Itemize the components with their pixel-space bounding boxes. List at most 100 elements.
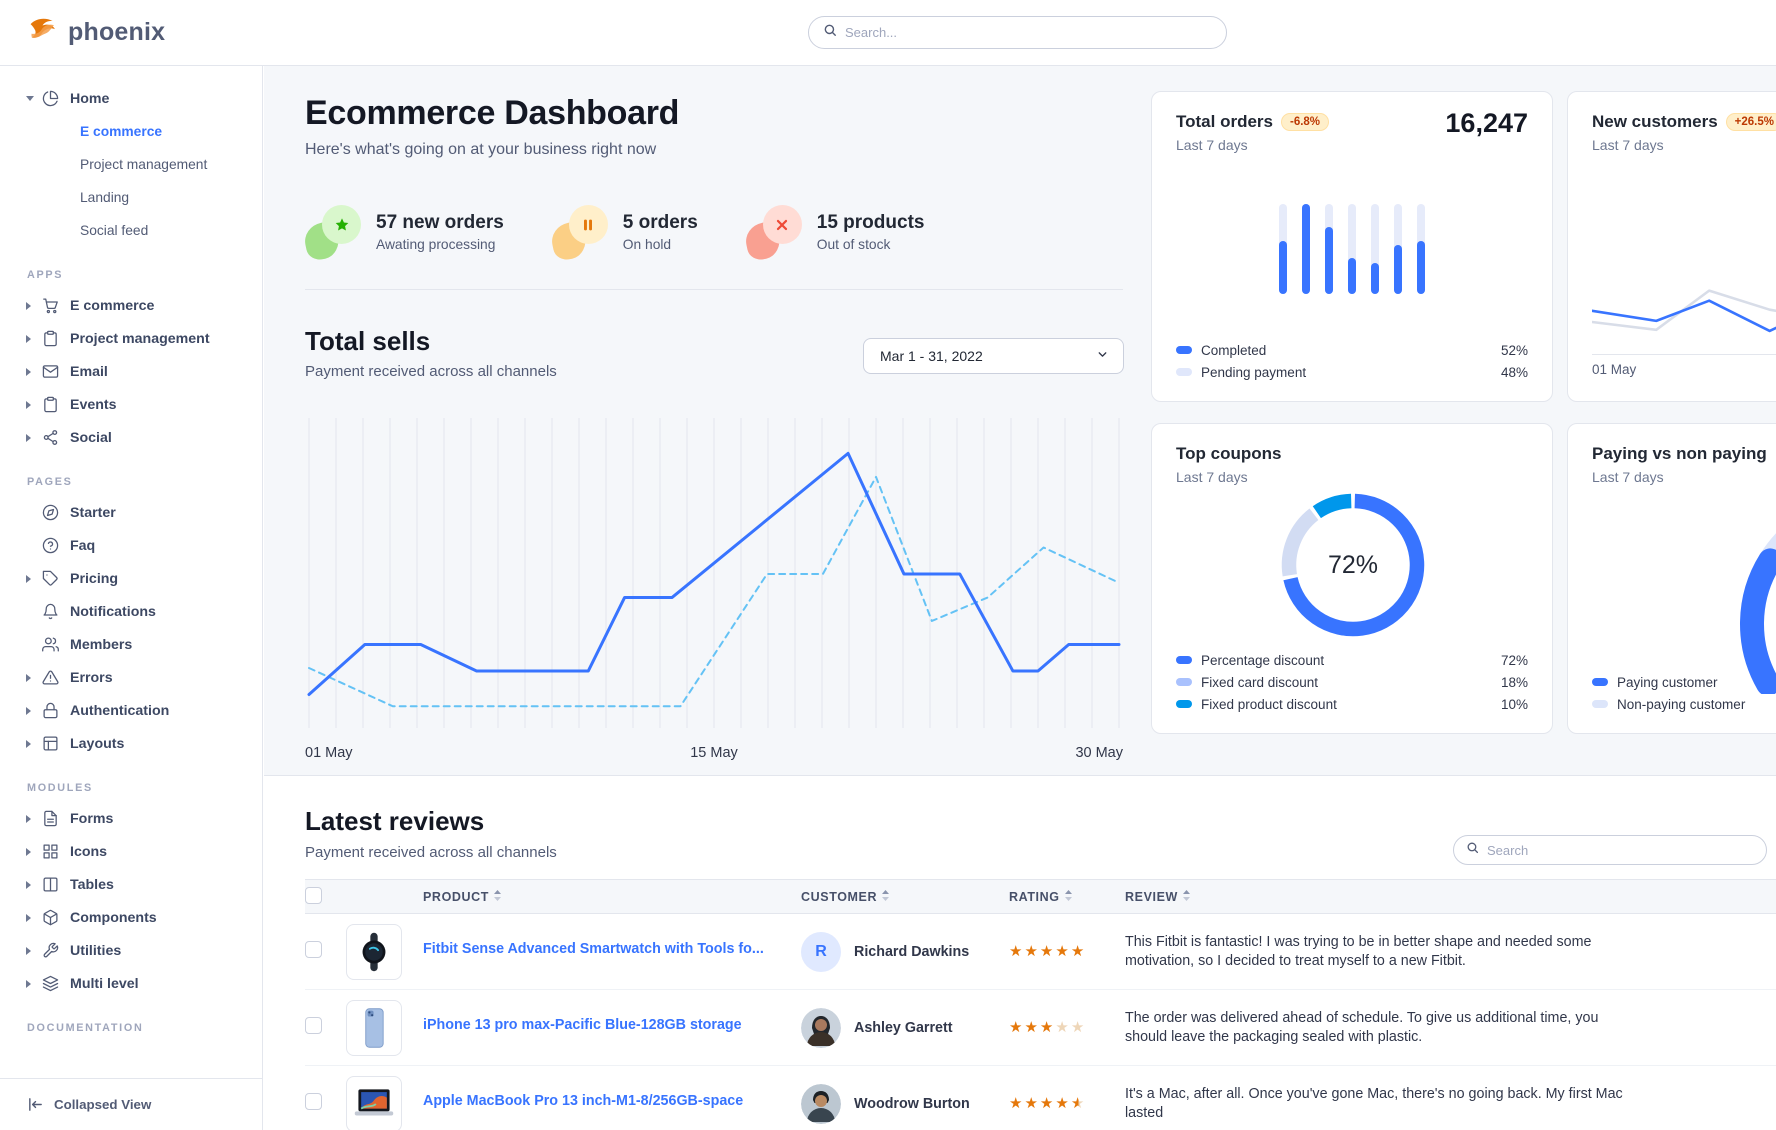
bar-track: [1302, 204, 1310, 294]
sidebar-item-e-commerce[interactable]: E commerce: [0, 289, 262, 322]
product-thumbnail[interactable]: [346, 1075, 402, 1130]
global-search[interactable]: [808, 16, 1227, 49]
sidebar-section-label: APPS: [27, 269, 64, 281]
sidebar-item-faq[interactable]: Faq: [0, 529, 262, 562]
reviews-search[interactable]: [1453, 835, 1767, 865]
sidebar-item-project-management[interactable]: Project management: [0, 322, 262, 355]
sidebar-item-notifications[interactable]: Notifications: [0, 595, 262, 628]
column-header-review[interactable]: REVIEW: [1125, 879, 1685, 914]
legend-item: Fixed product discount 10%: [1176, 693, 1528, 715]
date-range-select[interactable]: Mar 1 - 31, 2022: [863, 338, 1124, 374]
column-header-rating[interactable]: RATING: [1009, 879, 1125, 914]
new-customers-card: New customers +26.5% Last 7 days 01 May: [1567, 91, 1776, 402]
paying-legend: Paying customer Non-paying customer: [1592, 671, 1776, 715]
sidebar-item-utilities[interactable]: Utilities: [0, 934, 262, 967]
stat-out-of-stock: 15 products Out of stock: [742, 205, 924, 263]
sidebar-item-label: Email: [70, 363, 108, 380]
column-header-customer[interactable]: CUSTOMER: [801, 879, 1009, 914]
product-thumbnail[interactable]: [346, 999, 402, 1056]
caret-right-icon: [26, 848, 36, 856]
change-badge: -6.8%: [1280, 113, 1330, 131]
sidebar-item-layouts[interactable]: Layouts: [0, 727, 262, 760]
sidebar-item-pricing[interactable]: Pricing: [0, 562, 262, 595]
sidebar-item-forms[interactable]: Forms: [0, 802, 262, 835]
sidebar-item-errors[interactable]: Errors: [0, 661, 262, 694]
sidebar-item-home[interactable]: Home: [0, 82, 262, 115]
caret-right-icon: [26, 707, 36, 715]
caret-right-icon: [26, 575, 36, 583]
pie-icon: [42, 90, 59, 107]
card-title: Total orders: [1176, 112, 1273, 131]
product-link[interactable]: iPhone 13 pro max-Pacific Blue-128GB sto…: [423, 1017, 742, 1033]
cart-icon: [42, 297, 59, 314]
rating-stars: ★★★★★: [1009, 1019, 1087, 1036]
total-sells-chart: [305, 416, 1124, 737]
legend-item: Completed 52%: [1176, 339, 1528, 361]
review-text: The order was delivered ahead of schedul…: [1125, 1009, 1599, 1045]
caret-right-icon: [26, 815, 36, 823]
sidebar-item-starter[interactable]: Starter: [0, 496, 262, 529]
page-subtitle: Here's what's going on at your business …: [305, 141, 657, 158]
row-checkbox[interactable]: [305, 1092, 322, 1110]
sidebar-item-multi-level[interactable]: Multi level: [0, 967, 262, 1000]
stat-awating-processing: 57 new orders Awating processing: [301, 205, 504, 263]
select-all-checkbox[interactable]: [305, 886, 322, 904]
brand-logo[interactable]: phoenix: [26, 14, 165, 52]
sidebar-item-components[interactable]: Components: [0, 901, 262, 934]
global-search-input[interactable]: [845, 25, 1212, 40]
legend-swatch: [1592, 678, 1608, 686]
sidebar-item-members[interactable]: Members: [0, 628, 262, 661]
sidebar-subitem-landing[interactable]: Landing: [80, 190, 130, 205]
product-link[interactable]: Fitbit Sense Advanced Smartwatch with To…: [423, 941, 764, 957]
product-link[interactable]: Apple MacBook Pro 13 inch-M1-8/256GB-spa…: [423, 1093, 744, 1109]
stat-caption: On hold: [622, 237, 672, 252]
sidebar-item-authentication[interactable]: Authentication: [0, 694, 262, 727]
column-header-product[interactable]: PRODUCT: [423, 879, 801, 914]
legend-label: Fixed product discount: [1201, 696, 1337, 712]
compass-icon: [42, 504, 59, 521]
clipboard-icon: [42, 330, 59, 347]
caret-right-icon: [26, 302, 36, 310]
wrench-icon: [42, 942, 59, 959]
legend-swatch: [1176, 700, 1192, 708]
search-icon: [823, 23, 837, 42]
sidebar-subitem-e-commerce[interactable]: E commerce: [80, 124, 163, 139]
x-icon: [762, 205, 802, 244]
column-header-status[interactable]: STATUS: [1685, 879, 1776, 914]
customer-cell: Ashley Garrett: [801, 1007, 1009, 1048]
sidebar-item-label: Home: [70, 90, 110, 107]
review-text: This Fitbit is fantastic! I was trying t…: [1125, 933, 1592, 969]
x-tick: 01 May: [305, 745, 353, 761]
row-checkbox[interactable]: [305, 1016, 322, 1034]
sidebar-item-label: Components: [70, 909, 157, 926]
sidebar-item-social[interactable]: Social: [0, 421, 262, 454]
top-coupons-donut-chart: 72%: [1268, 480, 1438, 650]
sidebar-item-email[interactable]: Email: [0, 355, 262, 388]
legend-swatch: [1176, 368, 1192, 376]
sort-icon: [882, 889, 890, 904]
sidebar-item-events[interactable]: Events: [0, 388, 262, 421]
card-subtitle: Last 7 days: [1176, 469, 1248, 485]
brand-name: phoenix: [68, 18, 166, 46]
row-checkbox[interactable]: [305, 940, 322, 958]
collapse-sidebar-icon: [27, 1096, 44, 1113]
total-sells-subtitle: Payment received across all channels: [305, 363, 557, 380]
clipboard-icon: [42, 396, 59, 413]
collapsed-view-toggle[interactable]: Collapsed View: [0, 1078, 262, 1130]
table-row: Fitbit Sense Advanced Smartwatch with To…: [305, 913, 1776, 990]
stat-caption: Out of stock: [816, 237, 891, 252]
sidebar-item-label: E commerce: [70, 297, 155, 314]
donut-center-value: 72%: [1327, 550, 1379, 579]
sidebar-subitem-project-management[interactable]: Project management: [80, 157, 208, 172]
sidebar-item-tables[interactable]: Tables: [0, 868, 262, 901]
layers-icon: [42, 975, 59, 992]
stat-pause-icon: [548, 205, 608, 263]
reviews-search-input[interactable]: [1487, 842, 1754, 858]
sidebar-item-icons[interactable]: Icons: [0, 835, 262, 868]
product-thumbnail[interactable]: [346, 923, 402, 980]
sidebar-subitem-social-feed[interactable]: Social feed: [80, 223, 149, 238]
sidebar-item-label: Layouts: [70, 735, 125, 752]
lock-icon: [42, 702, 59, 719]
legend-label: Percentage discount: [1201, 652, 1325, 668]
change-badge: +26.5%: [1725, 113, 1776, 131]
